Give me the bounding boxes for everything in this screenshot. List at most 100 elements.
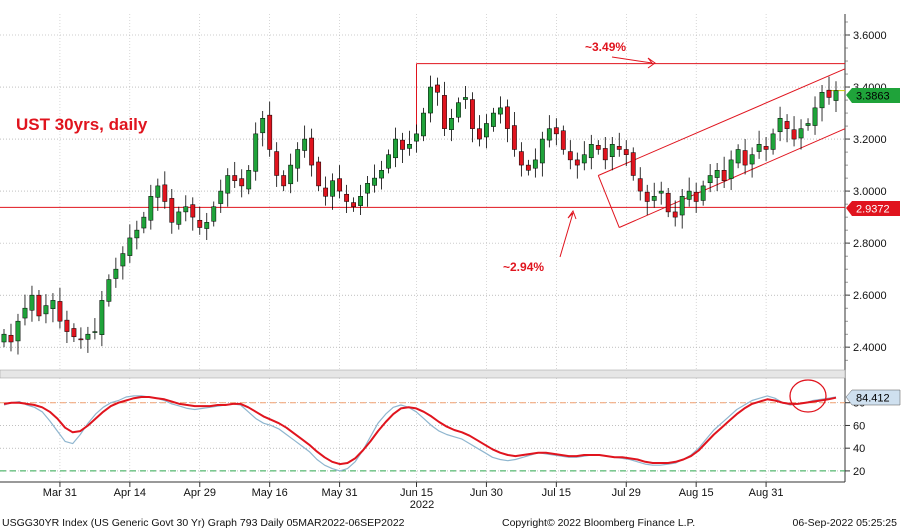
candle: [113, 257, 119, 288]
x-tick-label: Apr 29: [184, 487, 216, 499]
candle: [637, 167, 643, 201]
candle: [8, 323, 14, 352]
candle: [246, 165, 252, 195]
candle: [323, 176, 329, 206]
candle: [169, 189, 175, 234]
candle: [665, 187, 671, 218]
candle: [560, 125, 566, 155]
candle: [833, 81, 839, 113]
candle: [630, 147, 636, 181]
candle: [819, 84, 825, 122]
candle: [225, 168, 231, 207]
candle: [609, 136, 615, 171]
candle: [281, 170, 287, 192]
candle: [679, 189, 685, 229]
x-tick-label: Jul 29: [612, 487, 641, 499]
channel-upper: [598, 68, 846, 176]
candle: [316, 156, 322, 192]
candle: [449, 108, 454, 142]
arrow-to-low: [559, 209, 577, 258]
price-axis: 2.40002.60002.80003.00003.20003.40003.60…: [845, 21, 887, 361]
candle: [274, 142, 280, 187]
candle: [574, 152, 580, 179]
x-tick-label: Mar 31: [43, 487, 77, 499]
candle: [148, 184, 154, 230]
price-tick-label: 2.8000: [853, 238, 887, 250]
year-label: 2022: [410, 499, 434, 511]
oscillator-fast-line: [3, 395, 837, 472]
candle: [134, 220, 140, 250]
candle: [239, 169, 245, 198]
footer-left: USGG30YR Index (US Generic Govt 30 Yr) G…: [2, 517, 405, 529]
candle: [672, 200, 678, 227]
candle: [253, 122, 259, 181]
candle: [36, 289, 42, 322]
candle: [43, 294, 49, 324]
candle: [288, 153, 294, 194]
candle: [658, 181, 664, 205]
candle: [707, 164, 713, 193]
oscillator-series: [3, 395, 837, 472]
candle: [763, 136, 769, 161]
candle: [78, 327, 84, 349]
candle: [330, 173, 336, 210]
panel-separator[interactable]: [0, 369, 846, 379]
candle: [686, 177, 692, 207]
annotation-low: ~2.94%: [503, 260, 544, 274]
candle: [826, 76, 832, 105]
x-tick-label: Jul 15: [542, 487, 571, 499]
candle: [64, 310, 70, 344]
candle: [309, 128, 315, 177]
candle: [497, 96, 503, 124]
support-tag-text: 2.9372: [856, 204, 890, 216]
candle: [490, 107, 496, 132]
candlestick-series: [1, 75, 839, 355]
candle: [50, 293, 56, 323]
candle: [218, 179, 224, 213]
candle: [595, 140, 601, 155]
candle: [644, 184, 650, 216]
footer-right: 06-Sep-2022 05:25:25: [792, 517, 897, 529]
candle: [539, 131, 545, 177]
price-grid: [0, 14, 845, 482]
candle: [470, 92, 475, 143]
oscillator-tick-label: 40: [853, 443, 865, 455]
candle: [735, 144, 741, 169]
candle: [92, 318, 98, 340]
candle: [798, 119, 804, 150]
candle: [456, 97, 461, 123]
candle: [805, 118, 811, 131]
candle: [484, 114, 489, 149]
highlight-circle: [789, 379, 827, 413]
candle: [29, 285, 35, 322]
support-tag: 2.9372: [846, 201, 900, 216]
candle: [15, 313, 21, 355]
x-tick-label: May 31: [322, 487, 358, 499]
candle: [421, 107, 426, 142]
candle: [463, 85, 468, 109]
candle: [749, 147, 755, 178]
chart-title: UST 30yrs, daily: [16, 115, 148, 134]
candle: [616, 132, 622, 157]
oscillator-tick-label: 20: [853, 466, 865, 478]
last-price-tag: 3.3863: [846, 88, 900, 103]
candle: [511, 112, 517, 157]
candle: [183, 195, 189, 222]
candle: [407, 130, 412, 156]
candle: [267, 101, 273, 157]
price-tick-label: 3.6000: [853, 30, 887, 42]
candle: [546, 115, 552, 148]
candle: [190, 197, 196, 231]
x-tick-label: May 16: [252, 487, 288, 499]
candle: [106, 274, 112, 307]
candle: [337, 165, 343, 199]
candle: [22, 294, 28, 326]
footer-center: Copyright© 2022 Bloomberg Finance L.P.: [502, 517, 695, 529]
candle: [623, 140, 629, 167]
oscillator-last-tag: 84.412: [845, 389, 901, 406]
candle: [393, 127, 398, 168]
candle: [532, 148, 538, 178]
candle: [162, 171, 168, 209]
price-tick-label: 3.0000: [853, 186, 887, 198]
candle: [442, 81, 447, 136]
